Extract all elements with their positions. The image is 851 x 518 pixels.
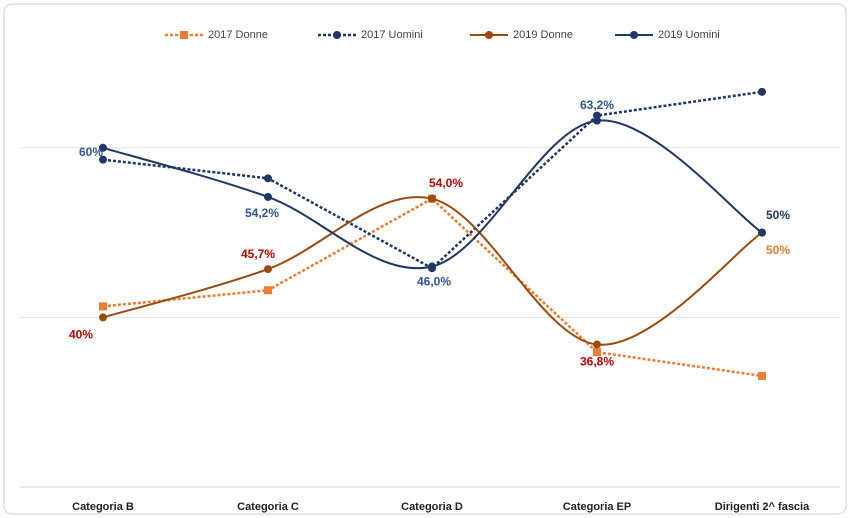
- marker: [264, 192, 272, 201]
- data-label: 63,2%: [580, 98, 614, 112]
- marker: [758, 228, 766, 237]
- data-label: 50%: [766, 208, 790, 222]
- x-tick-label: Categoria D: [401, 501, 463, 513]
- marker: [428, 194, 436, 203]
- data-label: 54,2%: [245, 206, 279, 220]
- marker: [758, 371, 766, 380]
- legend-label: 2019 Donne: [513, 29, 573, 41]
- marker: [99, 313, 107, 322]
- x-tick-label: Dirigenti 2^ fascia: [715, 501, 810, 513]
- data-label: 40%: [69, 328, 93, 342]
- legend-marker: [333, 31, 341, 39]
- data-label: 54,0%: [429, 176, 463, 190]
- series-line: [102, 90, 763, 270]
- data-label: 60%: [79, 145, 103, 159]
- marker: [428, 262, 436, 271]
- legend-marker: [630, 31, 638, 39]
- x-tick-label: Categoria EP: [563, 501, 631, 513]
- legend-label: 2017 Uomini: [361, 29, 423, 41]
- legend-label: 2017 Donne: [208, 29, 268, 41]
- marker: [99, 155, 107, 164]
- marker: [593, 340, 601, 349]
- data-label: 50%: [766, 243, 790, 257]
- marker: [264, 265, 272, 274]
- legend-label: 2019 Uomini: [658, 29, 720, 41]
- legend-marker: [485, 31, 493, 39]
- marker: [264, 174, 272, 183]
- marker: [758, 87, 766, 96]
- data-label: 36,8%: [580, 355, 614, 369]
- marker: [99, 143, 107, 152]
- marker: [99, 302, 107, 311]
- marker: [264, 286, 272, 295]
- chart-frame: [3, 3, 847, 515]
- marker: [593, 116, 601, 125]
- marker: [593, 348, 601, 357]
- legend-marker: [180, 31, 188, 39]
- x-tick-label: Categoria C: [237, 501, 299, 513]
- data-label: 46,0%: [417, 275, 451, 289]
- x-tick-label: Categoria B: [72, 501, 134, 513]
- data-label: 45,7%: [241, 247, 275, 261]
- series-line: [102, 197, 763, 378]
